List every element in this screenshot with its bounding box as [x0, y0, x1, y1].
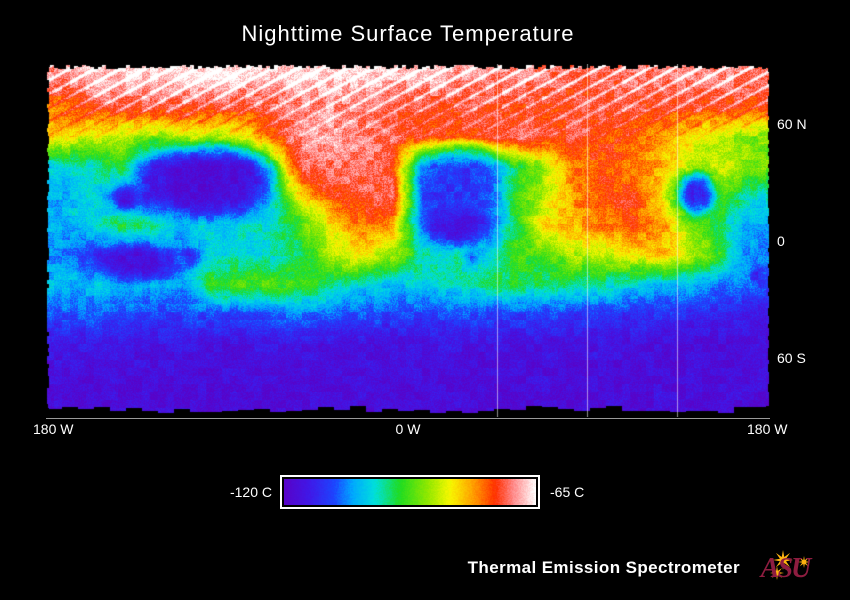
x-tick-180w-left: 180 W: [33, 421, 74, 437]
page-title: Nighttime Surface Temperature: [241, 21, 575, 46]
y-tick-60s: 60 S: [777, 350, 806, 366]
asu-sunburst-icon: [770, 566, 784, 580]
asu-sunburst-icon: [773, 550, 793, 570]
temperature-map-canvas: [46, 64, 770, 417]
x-tick-180w-right: 180 W: [747, 421, 788, 437]
y-tick-0: 0: [777, 233, 785, 249]
y-tick-60n: 60 N: [777, 116, 807, 132]
footer-credit: Thermal Emission Spectrometer: [467, 558, 740, 577]
colorbar-min-label: -120 C: [229, 484, 272, 500]
asu-sunburst-icon: [798, 556, 810, 568]
x-tick-0w: 0 W: [395, 421, 421, 437]
colorbar-max-label: -65 C: [550, 484, 585, 500]
asu-logo-text: ASU: [759, 553, 813, 582]
colorbar: [280, 475, 540, 509]
asu-logo: ASU: [759, 550, 815, 582]
x-axis-line: [46, 418, 770, 419]
colorbar-canvas: [284, 479, 536, 505]
